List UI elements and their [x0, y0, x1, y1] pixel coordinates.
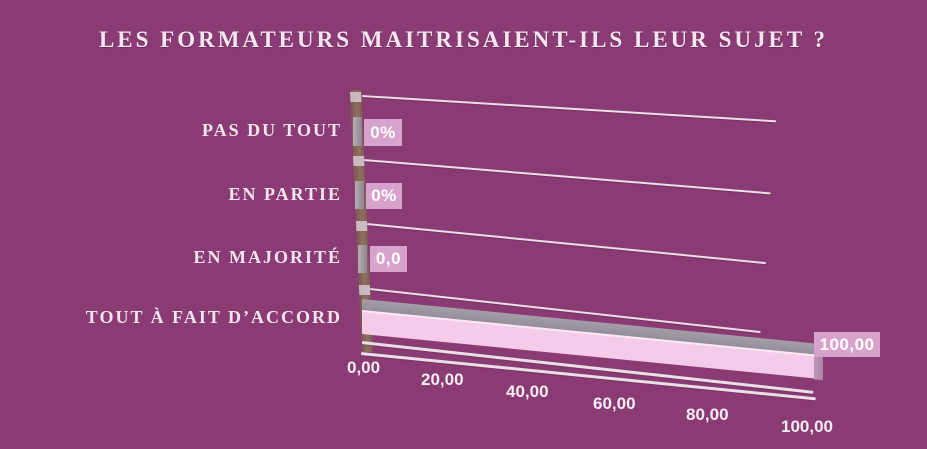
x-tick: 80,00: [686, 405, 729, 424]
value-label: 100,00: [814, 332, 880, 357]
category-label-en-majorite: EN MAJORITÉ: [193, 247, 342, 267]
category-label-tout-a-fait: TOUT À FAIT D’ACCORD: [85, 307, 342, 327]
gridline: [363, 159, 771, 195]
value-label: 0%: [366, 183, 402, 209]
x-tick: 20,00: [421, 370, 464, 389]
gridline: [361, 95, 777, 123]
bar-en-partie: [355, 181, 364, 209]
value-label: 0,0: [370, 246, 407, 272]
bar-en-majorite: [358, 245, 367, 273]
x-tick: 100,00: [781, 417, 833, 436]
axis-wall-notch: [358, 285, 371, 295]
gridline: [366, 223, 767, 265]
category-label-en-partie: EN PARTIE: [228, 184, 342, 204]
bar-pas-du-tout: [353, 117, 362, 146]
x-tick: 60,00: [593, 394, 636, 413]
chart-title: LES FORMATEURS MAITRISAIENT-ILS LEUR SUJ…: [98, 27, 829, 52]
axis-wall-notch: [355, 221, 368, 231]
category-label-pas-du-tout: PAS DU TOUT: [201, 120, 342, 140]
axis-wall-notch: [350, 92, 362, 102]
axis-wall-notch: [352, 156, 365, 166]
value-label: 0%: [364, 119, 402, 146]
x-tick: 0,00: [347, 358, 381, 377]
x-tick: 40,00: [506, 382, 549, 401]
